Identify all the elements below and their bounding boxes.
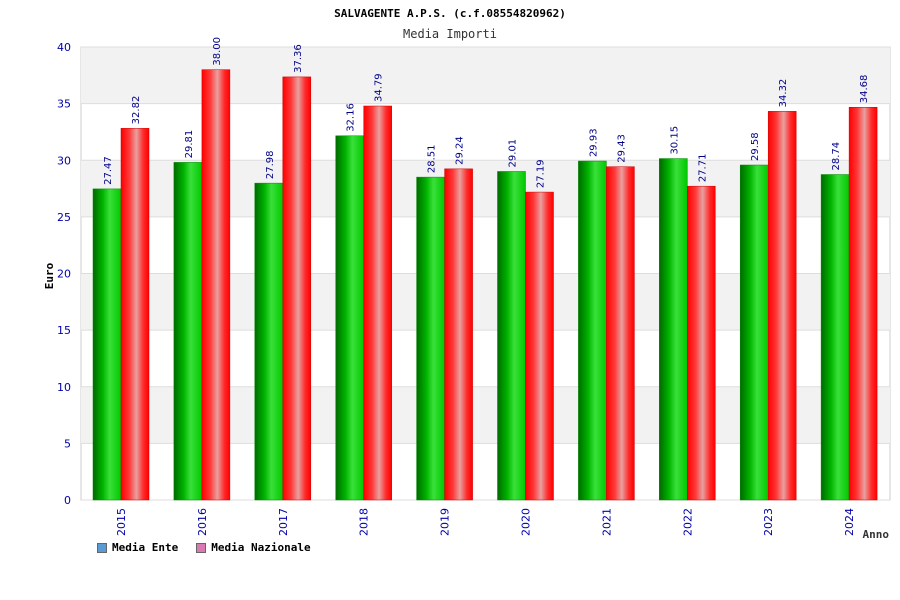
bar-media-ente-2015 [92,188,122,501]
value-label: 29.01 [508,139,519,168]
value-label: 34.79 [374,73,385,102]
value-label: 29.24 [455,136,466,165]
value-label: 29.43 [616,134,627,163]
value-label: 34.32 [778,79,789,108]
bar-media-ente-2024 [820,174,850,501]
value-label: 27.47 [103,156,114,185]
bar-media-nazionale-2017 [282,76,312,501]
bar-media-nazionale-2020 [525,191,554,501]
legend-swatch-media-nazionale [196,542,207,553]
y-tick-label: 20 [57,268,71,281]
y-tick-label: 30 [57,154,71,167]
bar-media-ente-2021 [578,160,607,501]
value-label: 29.58 [750,132,761,161]
x-tick-label: 2024 [843,508,856,536]
y-tick-label: 0 [64,494,71,507]
value-label: 28.51 [427,144,438,173]
value-label: 34.68 [859,75,870,104]
y-tick-label: 5 [64,437,71,450]
y-axis-ticks: 0 5 10 15 20 25 30 35 40 [57,41,71,507]
bar-media-nazionale-2021 [606,166,635,501]
bar-media-nazionale-2019 [444,168,473,501]
value-label: 29.81 [184,130,195,159]
bar-media-nazionale-2024 [848,106,878,501]
value-label: 27.98 [265,150,276,179]
bar-media-ente-2017 [254,182,284,501]
bar-media-ente-2022 [659,158,688,501]
y-tick-label: 15 [57,324,71,337]
bar-media-ente-2020 [497,171,526,501]
value-label: 38.00 [212,37,223,66]
bar-media-nazionale-2018 [363,105,392,501]
value-label: 27.71 [697,154,708,183]
bar-media-ente-2018 [335,135,364,501]
bar-media-ente-2023 [739,164,769,501]
bar-media-ente-2019 [416,176,445,501]
value-label: 27.19 [536,159,547,188]
x-tick-label: 2023 [762,508,775,536]
value-label: 28.74 [831,142,842,171]
legend-item-media-nazionale: Media Nazionale [196,541,311,554]
chart-title: SALVAGENTE A.P.S. (c.f.08554820962) [334,7,566,20]
y-axis-label: Euro [43,262,56,289]
legend-swatch-media-ente [97,542,107,553]
value-label: 32.82 [131,96,142,125]
y-tick-label: 40 [57,41,71,54]
value-label: 30.15 [669,126,680,155]
bars [92,69,878,501]
y-tick-label: 35 [57,98,71,111]
x-tick-label: 2017 [277,508,290,536]
bar-media-nazionale-2015 [120,128,150,501]
x-tick-label: 2020 [520,508,533,536]
y-tick-label: 25 [57,211,71,224]
x-tick-label: 2022 [681,508,694,536]
x-tick-label: 2018 [358,508,371,536]
bar-media-nazionale-2023 [767,111,797,501]
bar-media-nazionale-2016 [201,69,231,501]
value-labels: 27.47 32.82 29.81 38.00 27.98 37.36 32.16 34.79… [103,37,870,188]
value-label: 32.16 [346,103,357,132]
legend: Media Ente Media Nazionale [97,541,311,554]
x-axis-ticks: 2015 2016 2017 2018 2019 2020 2021 2022 2023 2024 [115,508,856,536]
legend-item-media-ente: Media Ente [97,541,178,554]
x-tick-label: 2019 [439,508,452,536]
x-tick-label: 2021 [600,508,613,536]
value-label: 37.36 [293,44,304,73]
x-tick-label: 2016 [196,508,209,536]
bar-media-ente-2016 [173,162,203,501]
legend-label-media-ente: Media Ente [112,541,179,554]
bar-media-nazionale-2022 [687,185,716,501]
legend-label-media-nazionale: Media Nazionale [211,541,311,554]
chart-subtitle: Media Importi [403,27,497,41]
x-axis-label: Anno [863,528,890,541]
y-tick-label: 10 [57,381,71,394]
x-tick-label: 2015 [115,508,128,536]
value-label: 29.93 [588,128,599,157]
